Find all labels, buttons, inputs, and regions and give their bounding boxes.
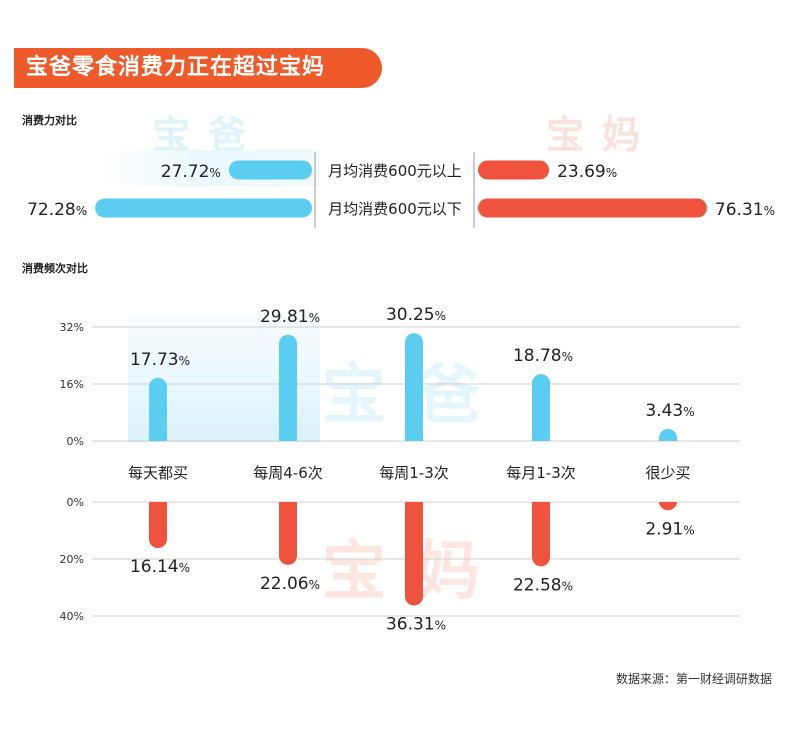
category-label-freq-0: 每天都买 — [128, 464, 188, 482]
bar-mom-freq-4 — [659, 502, 677, 511]
data-label-mom-freq-4: 2.91% — [645, 519, 694, 539]
page-title: 宝爸零食消费力正在超过宝妈 — [26, 55, 326, 80]
bar-mom-spend-0 — [478, 160, 550, 180]
data-label-mom-spend-0: 23.69% — [557, 162, 617, 182]
bar-mom-freq-2 — [405, 502, 423, 606]
data-label-dad-freq-2: 30.25% — [386, 305, 446, 325]
category-label-freq-4: 很少买 — [645, 464, 690, 482]
tick-label-lower-1: 20% — [60, 553, 84, 566]
bar-dad-freq-3 — [532, 374, 550, 441]
watermark-dad-top: 宝爸 — [152, 113, 265, 157]
data-label-dad-freq-0: 17.73% — [130, 350, 190, 370]
bar-dad-freq-0 — [149, 377, 167, 441]
section-title-frequency: 消费频次对比 — [22, 262, 88, 275]
data-label-mom-freq-2: 36.31% — [386, 614, 446, 634]
data-label-dad-freq-4: 3.43% — [645, 401, 694, 421]
tick-label-upper-0: 32% — [60, 321, 84, 334]
data-label-mom-freq-1: 22.06% — [260, 574, 320, 594]
category-label-freq-3: 每月1-3次 — [506, 464, 576, 482]
data-source: 数据来源：第一财经调研数据 — [615, 672, 772, 686]
bar-dad-freq-4 — [659, 428, 677, 441]
tick-label-lower-2: 40% — [60, 610, 84, 623]
data-label-dad-spend-1: 72.28% — [27, 200, 87, 220]
data-label-dad-freq-1: 29.81% — [260, 307, 320, 327]
bar-mom-spend-1 — [478, 198, 707, 218]
bar-dad-freq-1 — [279, 334, 297, 441]
bar-dad-spend-0 — [228, 160, 312, 180]
data-label-mom-freq-0: 16.14% — [130, 557, 190, 577]
title-banner — [14, 48, 382, 88]
bar-mom-freq-0 — [149, 502, 167, 548]
tick-label-upper-1: 16% — [60, 378, 84, 391]
data-label-dad-freq-3: 18.78% — [513, 346, 573, 366]
data-label-mom-spend-1: 76.31% — [715, 200, 775, 220]
category-label-freq-1: 每周4-6次 — [253, 464, 323, 482]
bar-dad-freq-2 — [405, 333, 423, 441]
tick-label-lower-0: 0% — [67, 496, 84, 509]
watermark-mom-top: 宝妈 — [546, 113, 659, 157]
watermark-mom-bottom: 宝妈 — [322, 520, 510, 612]
tick-label-upper-2: 0% — [67, 435, 84, 448]
bar-mom-freq-3 — [532, 502, 550, 567]
bar-mom-freq-1 — [279, 502, 297, 565]
category-label-spend-0: 月均消费600元以上 — [328, 162, 462, 180]
category-label-freq-2: 每周1-3次 — [379, 464, 449, 482]
category-label-spend-1: 月均消费600元以下 — [328, 200, 462, 218]
data-label-mom-freq-3: 22.58% — [513, 575, 573, 595]
data-label-dad-spend-0: 27.72% — [161, 162, 221, 182]
bar-dad-spend-1 — [95, 198, 312, 218]
watermark-dad-bottom: 宝爸 — [322, 344, 510, 436]
section-title-spending-power: 消费力对比 — [22, 114, 77, 127]
